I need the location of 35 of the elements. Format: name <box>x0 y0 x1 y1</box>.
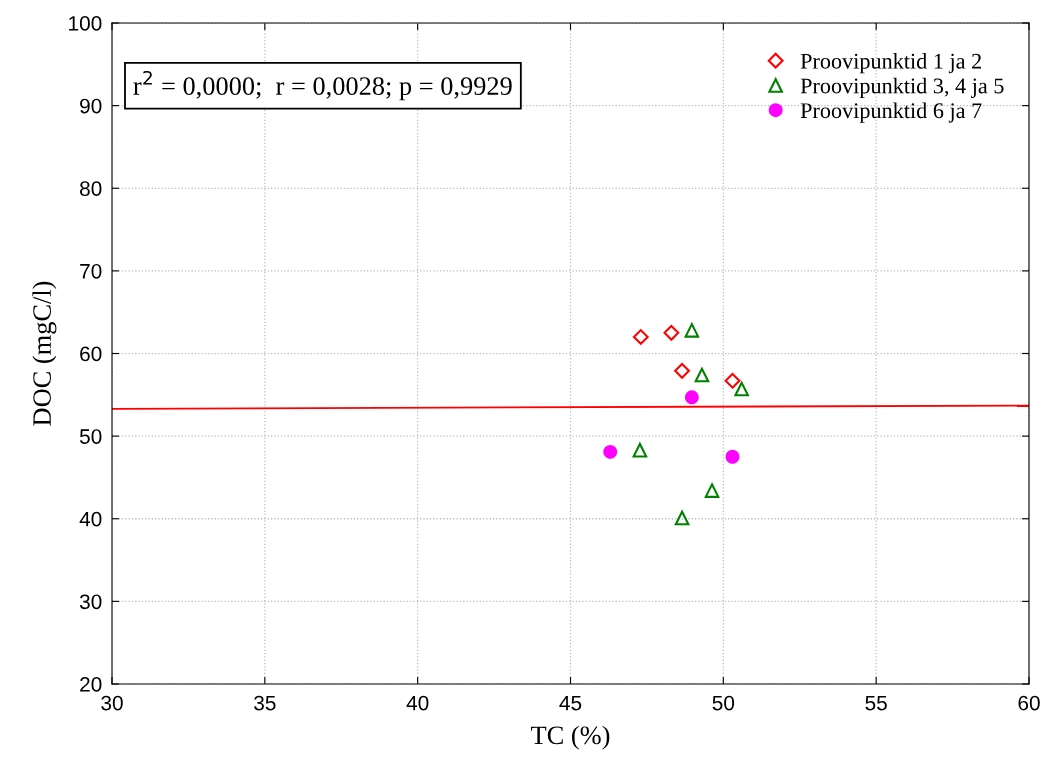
y-tick-label: 20 <box>80 677 102 692</box>
x-tick-label: 55 <box>865 695 887 711</box>
x-tick-label: 45 <box>559 695 582 711</box>
y-tick-label: 70 <box>80 263 102 279</box>
y-tick-label: 100 <box>69 16 102 31</box>
point <box>632 329 649 345</box>
point <box>684 390 699 405</box>
point <box>632 442 648 458</box>
y-tick-label: 80 <box>80 181 102 196</box>
y-tick-label: 50 <box>79 429 102 444</box>
y-tick-label: 90 <box>80 98 102 114</box>
legend-label: Proovipunktid 1 ja 2 <box>800 53 981 74</box>
legend-label: Proovipunktid 3, 4 ja 5 <box>800 77 1004 98</box>
point <box>663 324 680 341</box>
point <box>684 323 700 338</box>
x-tick-label: 60 <box>1018 695 1040 711</box>
x-tick-label: 30 <box>101 695 123 711</box>
x-axis-title: TC (%) <box>531 725 610 750</box>
point <box>694 367 710 383</box>
point <box>674 510 690 526</box>
y-tick-label: 60 <box>80 346 102 362</box>
point <box>704 483 720 498</box>
y-tick-label: 30 <box>79 594 102 610</box>
annotation: r$^{2}$ = 0,0000; r = 0,0028; p = 0,9929 <box>133 70 512 101</box>
x-tick-label: 50 <box>712 695 735 711</box>
y-tick-label: 40 <box>79 511 102 527</box>
point <box>734 381 749 397</box>
legend-label: Proovipunktid 6 ja 7 <box>800 102 982 123</box>
point <box>724 372 741 389</box>
point <box>674 362 690 379</box>
y-axis-title: DOC (mgC/l) <box>32 281 57 426</box>
x-tick-label: 40 <box>406 695 429 711</box>
point <box>725 449 740 464</box>
x-tick-label: 35 <box>254 695 276 711</box>
point <box>603 444 618 459</box>
